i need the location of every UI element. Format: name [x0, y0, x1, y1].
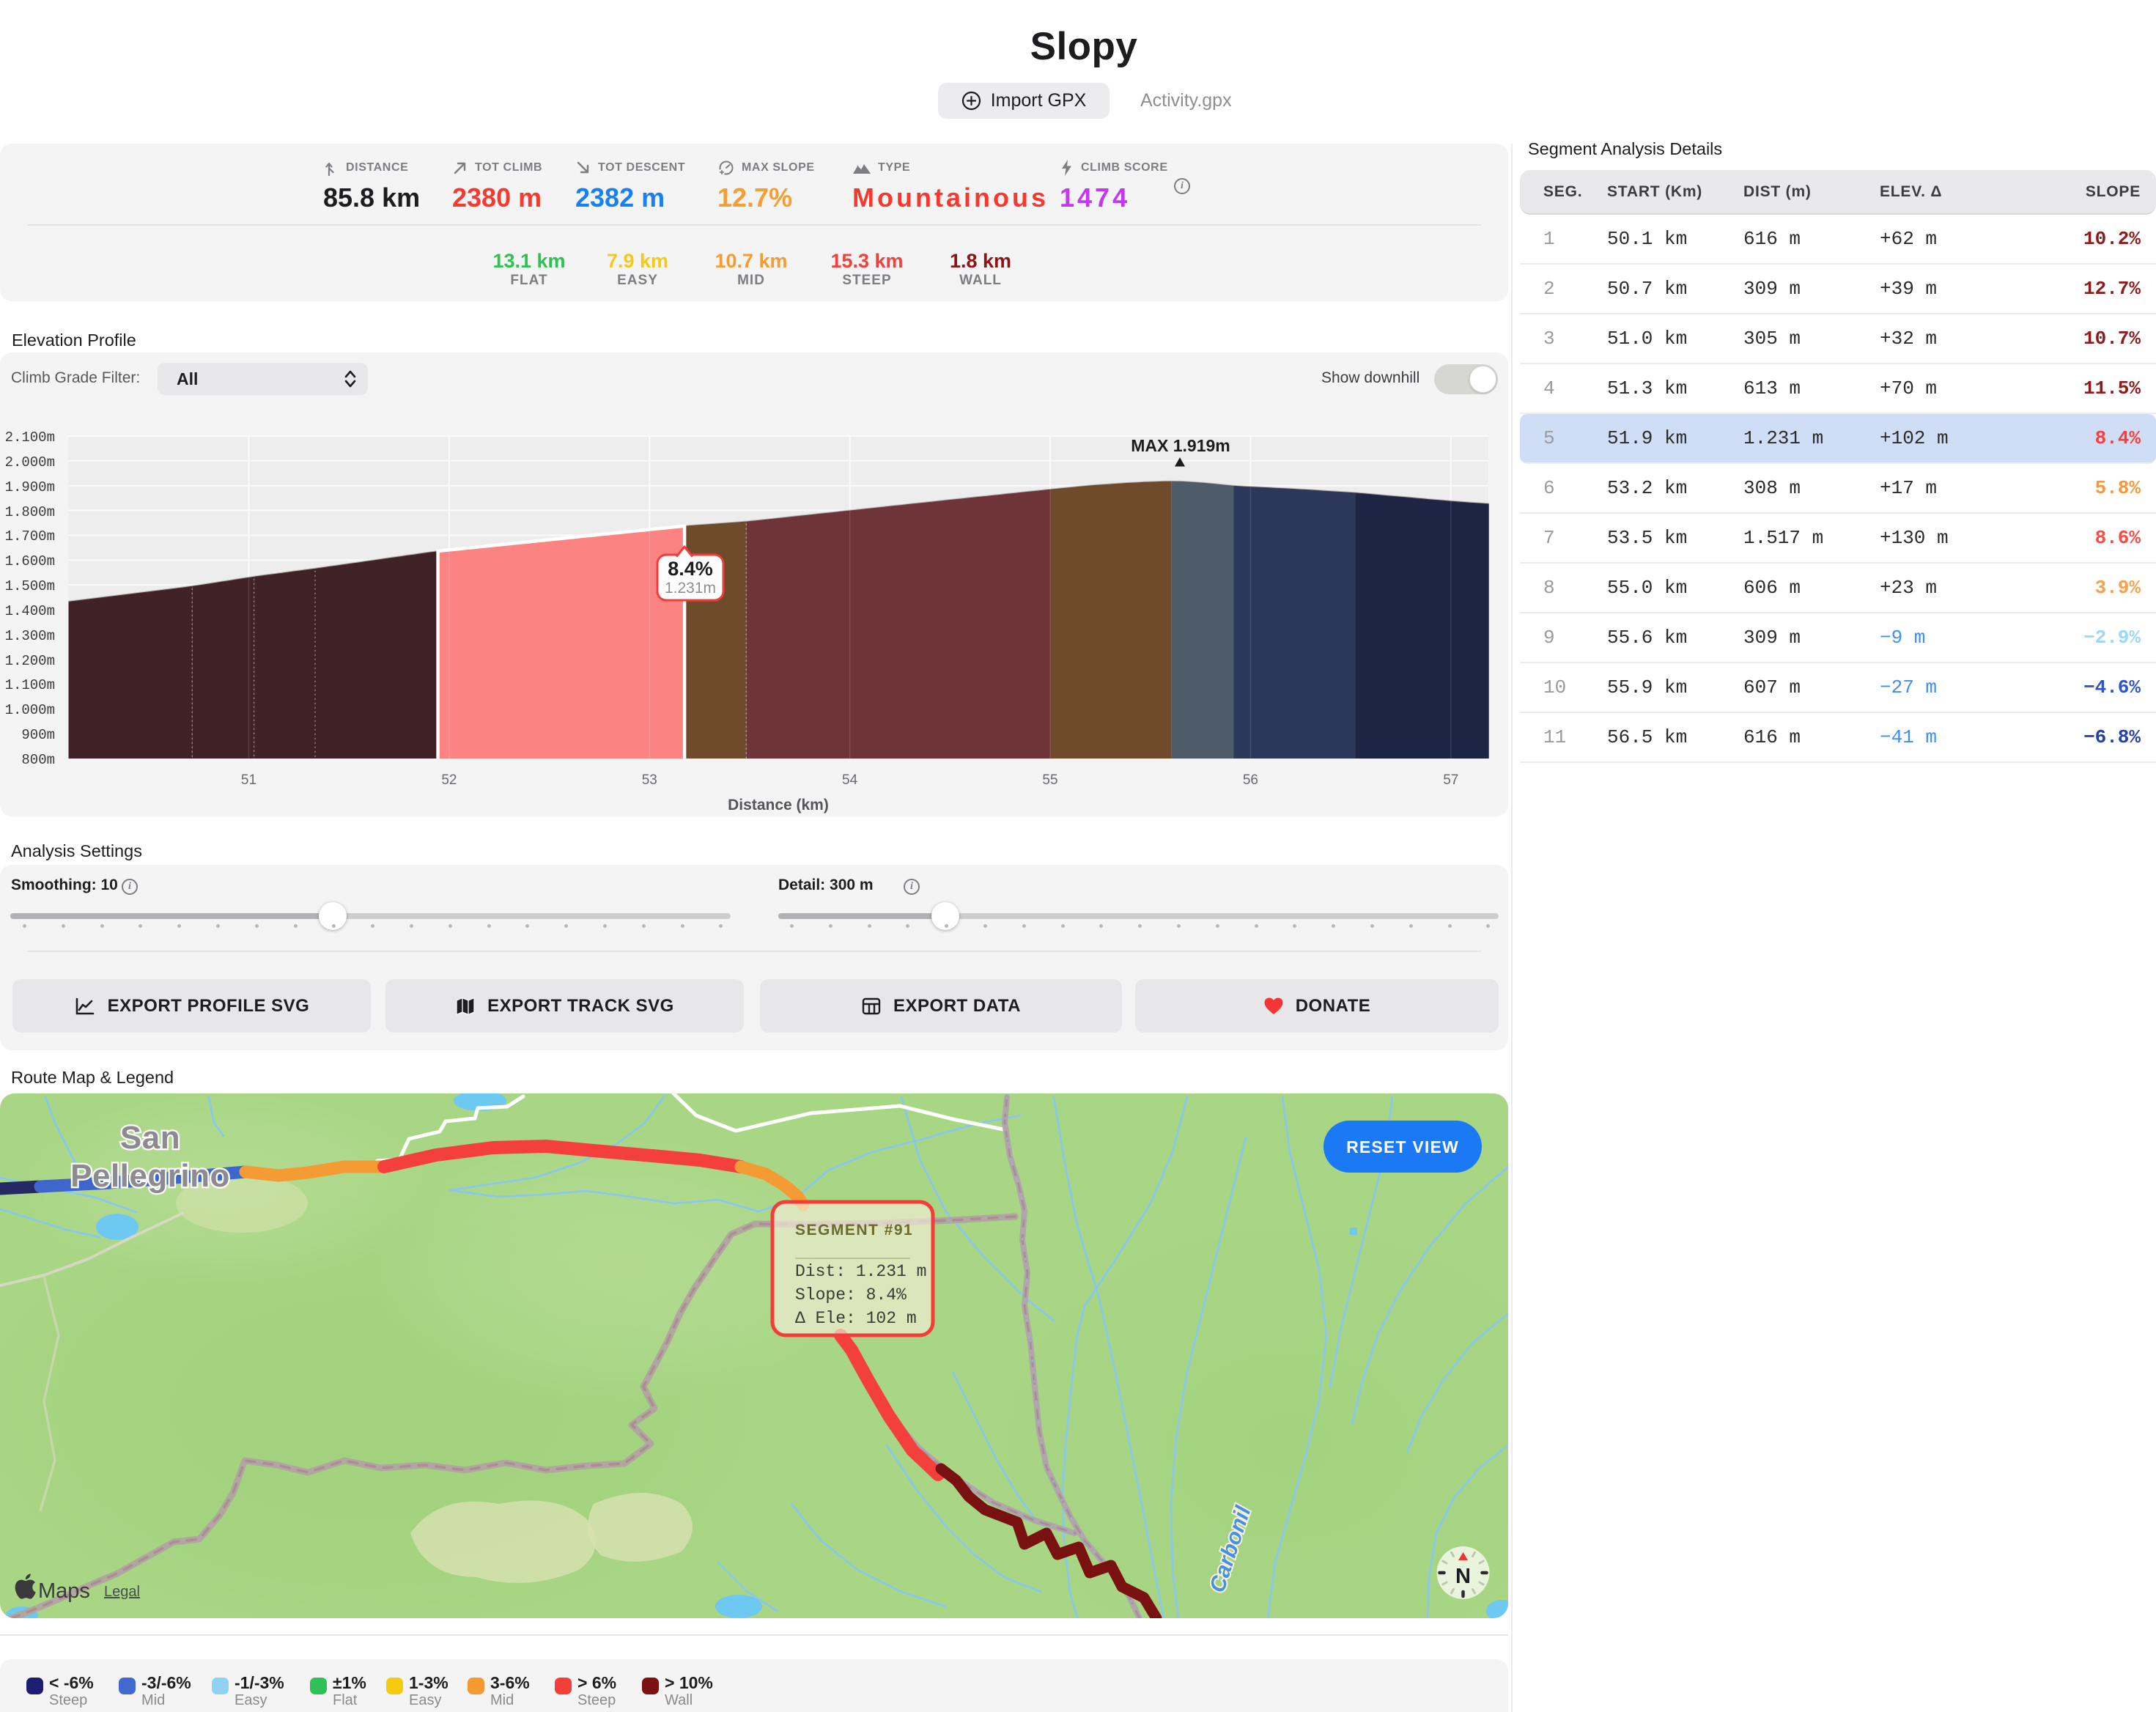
svg-text:1.231m: 1.231m [665, 580, 716, 597]
svg-text:52: 52 [441, 772, 457, 788]
svg-text:Legal: Legal [104, 1584, 140, 1600]
svg-text:SEGMENT #91: SEGMENT #91 [795, 1222, 913, 1239]
svg-text:2.100m: 2.100m [5, 429, 55, 446]
svg-text:Distance (km): Distance (km) [728, 797, 829, 813]
svg-text:900m: 900m [21, 727, 55, 743]
svg-text:55: 55 [1042, 772, 1057, 788]
svg-text:8.4%: 8.4% [668, 558, 713, 580]
svg-text:1.500m: 1.500m [5, 578, 55, 594]
svg-text:1.900m: 1.900m [5, 479, 55, 495]
svg-text:N: N [1455, 1565, 1471, 1588]
svg-text:1.800m: 1.800m [5, 504, 55, 520]
svg-text:53: 53 [642, 772, 657, 788]
svg-text:51: 51 [241, 772, 256, 788]
svg-text:1.400m: 1.400m [5, 603, 55, 619]
svg-text:57: 57 [1443, 772, 1458, 788]
svg-text:1.100m: 1.100m [5, 677, 55, 693]
svg-text:1.300m: 1.300m [5, 628, 55, 644]
svg-text:2.000m: 2.000m [5, 454, 55, 471]
svg-text:800m: 800m [21, 752, 55, 768]
svg-text:Dist: 1.231 m: Dist: 1.231 m [795, 1262, 926, 1281]
svg-text:54: 54 [842, 772, 858, 788]
svg-text:Maps: Maps [38, 1579, 90, 1603]
svg-text:RESET VIEW: RESET VIEW [1346, 1137, 1459, 1156]
svg-text:56: 56 [1243, 772, 1258, 788]
svg-text:Δ Ele: 102 m: Δ Ele: 102 m [795, 1309, 917, 1328]
svg-text:1.200m: 1.200m [5, 653, 55, 669]
svg-text:1.600m: 1.600m [5, 553, 55, 569]
svg-text:MAX 1.919m: MAX 1.919m [1131, 436, 1230, 455]
svg-text:San: San [120, 1120, 180, 1156]
svg-text:1.000m: 1.000m [5, 702, 55, 718]
svg-text:1.700m: 1.700m [5, 528, 55, 545]
svg-text:Slope: 8.4%: Slope: 8.4% [795, 1285, 907, 1305]
svg-text:Pellegrino: Pellegrino [70, 1158, 230, 1194]
